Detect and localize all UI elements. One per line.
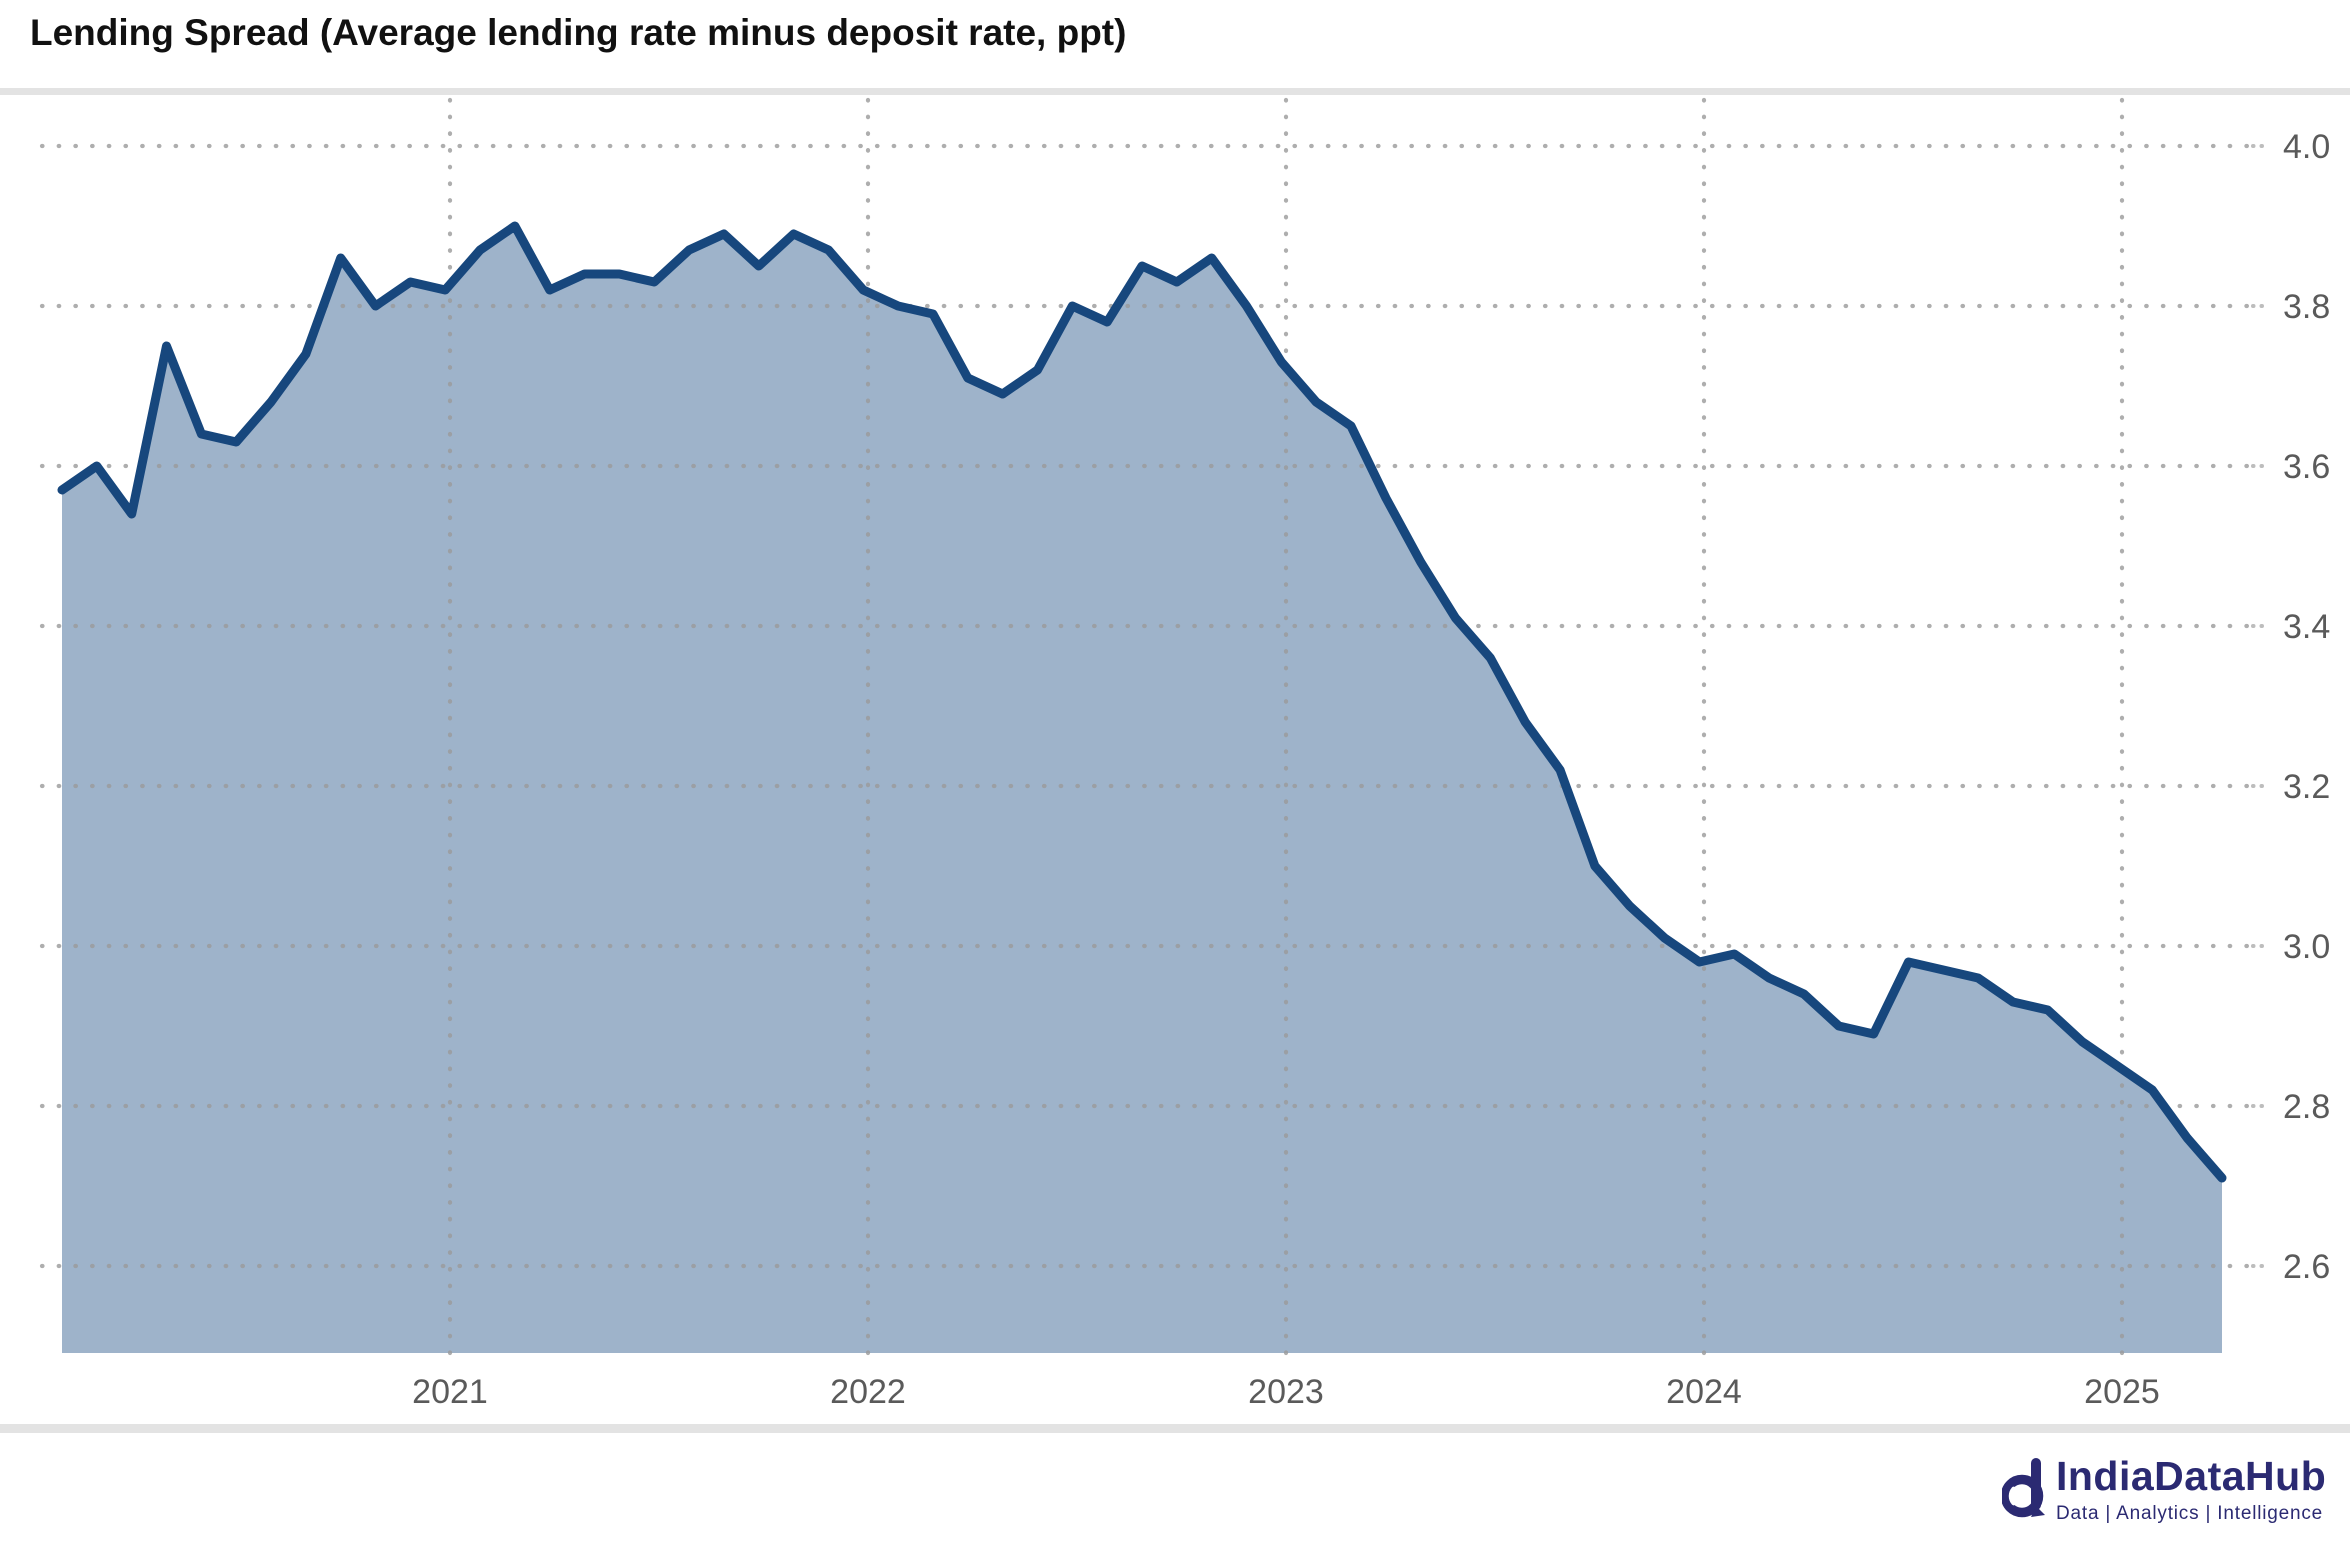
logo-text-block: IndiaDataHub Data | Analytics | Intellig… — [2056, 1452, 2326, 1525]
area-fill — [62, 226, 2222, 1353]
chart-title: Lending Spread (Average lending rate min… — [30, 12, 1127, 53]
brand-name: IndiaDataHub — [2056, 1453, 2327, 1499]
x-tick-label: 2024 — [1666, 1373, 1742, 1411]
y-tick-label: 2.8 — [2283, 1088, 2330, 1126]
y-tick-label: 3.2 — [2283, 768, 2330, 806]
y-tick-label: 3.4 — [2283, 608, 2330, 646]
indiadatahub-logo: IndiaDataHub Data | Analytics | Intellig… — [2002, 1452, 2326, 1525]
y-axis-labels: 4.0 3.8 3.6 3.4 3.2 3.0 2.8 2.6 — [2283, 128, 2330, 1286]
footer-divider — [0, 1424, 2350, 1433]
y-tick-label: 3.8 — [2283, 288, 2330, 326]
brand-tagline: Data | Analytics | Intelligence — [2056, 1503, 2324, 1524]
y-axis-tick-marks — [2251, 144, 2268, 1268]
indiadatahub-logo-icon — [2002, 1458, 2045, 1518]
x-tick-label: 2021 — [412, 1373, 488, 1411]
y-tick-label: 3.6 — [2283, 448, 2330, 486]
gridlines-vertical — [447, 97, 2125, 1365]
y-tick-label: 2.6 — [2283, 1248, 2330, 1286]
title-divider — [0, 88, 2350, 95]
y-tick-label: 4.0 — [2283, 128, 2330, 166]
x-tick-label: 2025 — [2084, 1373, 2160, 1411]
x-axis-labels: 2021 2022 2023 2024 2025 — [412, 1373, 2160, 1411]
y-tick-label: 3.0 — [2283, 928, 2330, 966]
trend-line — [57, 221, 2227, 1183]
gridlines-horizontal — [39, 143, 2251, 1269]
x-tick-label: 2023 — [1248, 1373, 1324, 1411]
x-tick-label: 2022 — [830, 1373, 906, 1411]
